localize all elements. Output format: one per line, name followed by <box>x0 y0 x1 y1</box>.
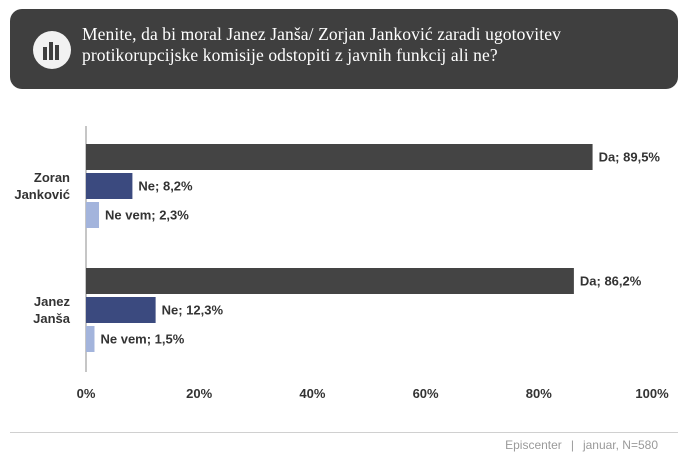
data-label: Ne; 12,3% <box>162 303 224 318</box>
bar-ne-vem-1 <box>86 326 95 352</box>
x-tick-label: 40% <box>299 386 325 401</box>
sample-note: januar, N=580 <box>582 438 658 452</box>
bar-da-1 <box>86 268 574 294</box>
x-tick-label: 100% <box>635 386 669 401</box>
bar-ne-1 <box>86 297 156 323</box>
footer-separator: | <box>570 438 574 452</box>
source-label: Episcenter <box>505 438 562 452</box>
chart-title: Menite, da bi moral Janez Janša/ Zorjan … <box>82 24 561 65</box>
title-banner: Menite, da bi moral Janez Janša/ Zorjan … <box>10 9 678 89</box>
category-label: Zoran <box>34 170 70 185</box>
data-label: Da; 89,5% <box>599 150 661 165</box>
x-tick-label: 0% <box>77 386 96 401</box>
bar-ne-0 <box>86 173 133 199</box>
category-label: Janez <box>34 294 71 309</box>
data-label: Ne vem; 1,5% <box>100 332 184 347</box>
category-label: Janša <box>33 311 71 326</box>
bar-da-0 <box>86 144 593 170</box>
data-label: Ne vem; 2,3% <box>105 208 189 223</box>
bar-ne-vem-0 <box>86 202 100 228</box>
bar-chart-icon <box>33 31 71 69</box>
data-label: Ne; 8,2% <box>138 179 193 194</box>
footer-divider <box>10 432 678 433</box>
x-tick-label: 60% <box>413 386 439 401</box>
footer: Episcenter | januar, N=580 <box>505 438 658 452</box>
data-label: Da; 86,2% <box>580 274 642 289</box>
x-tick-label: 20% <box>186 386 212 401</box>
category-label: Janković <box>14 187 70 202</box>
x-tick-label: 80% <box>526 386 552 401</box>
